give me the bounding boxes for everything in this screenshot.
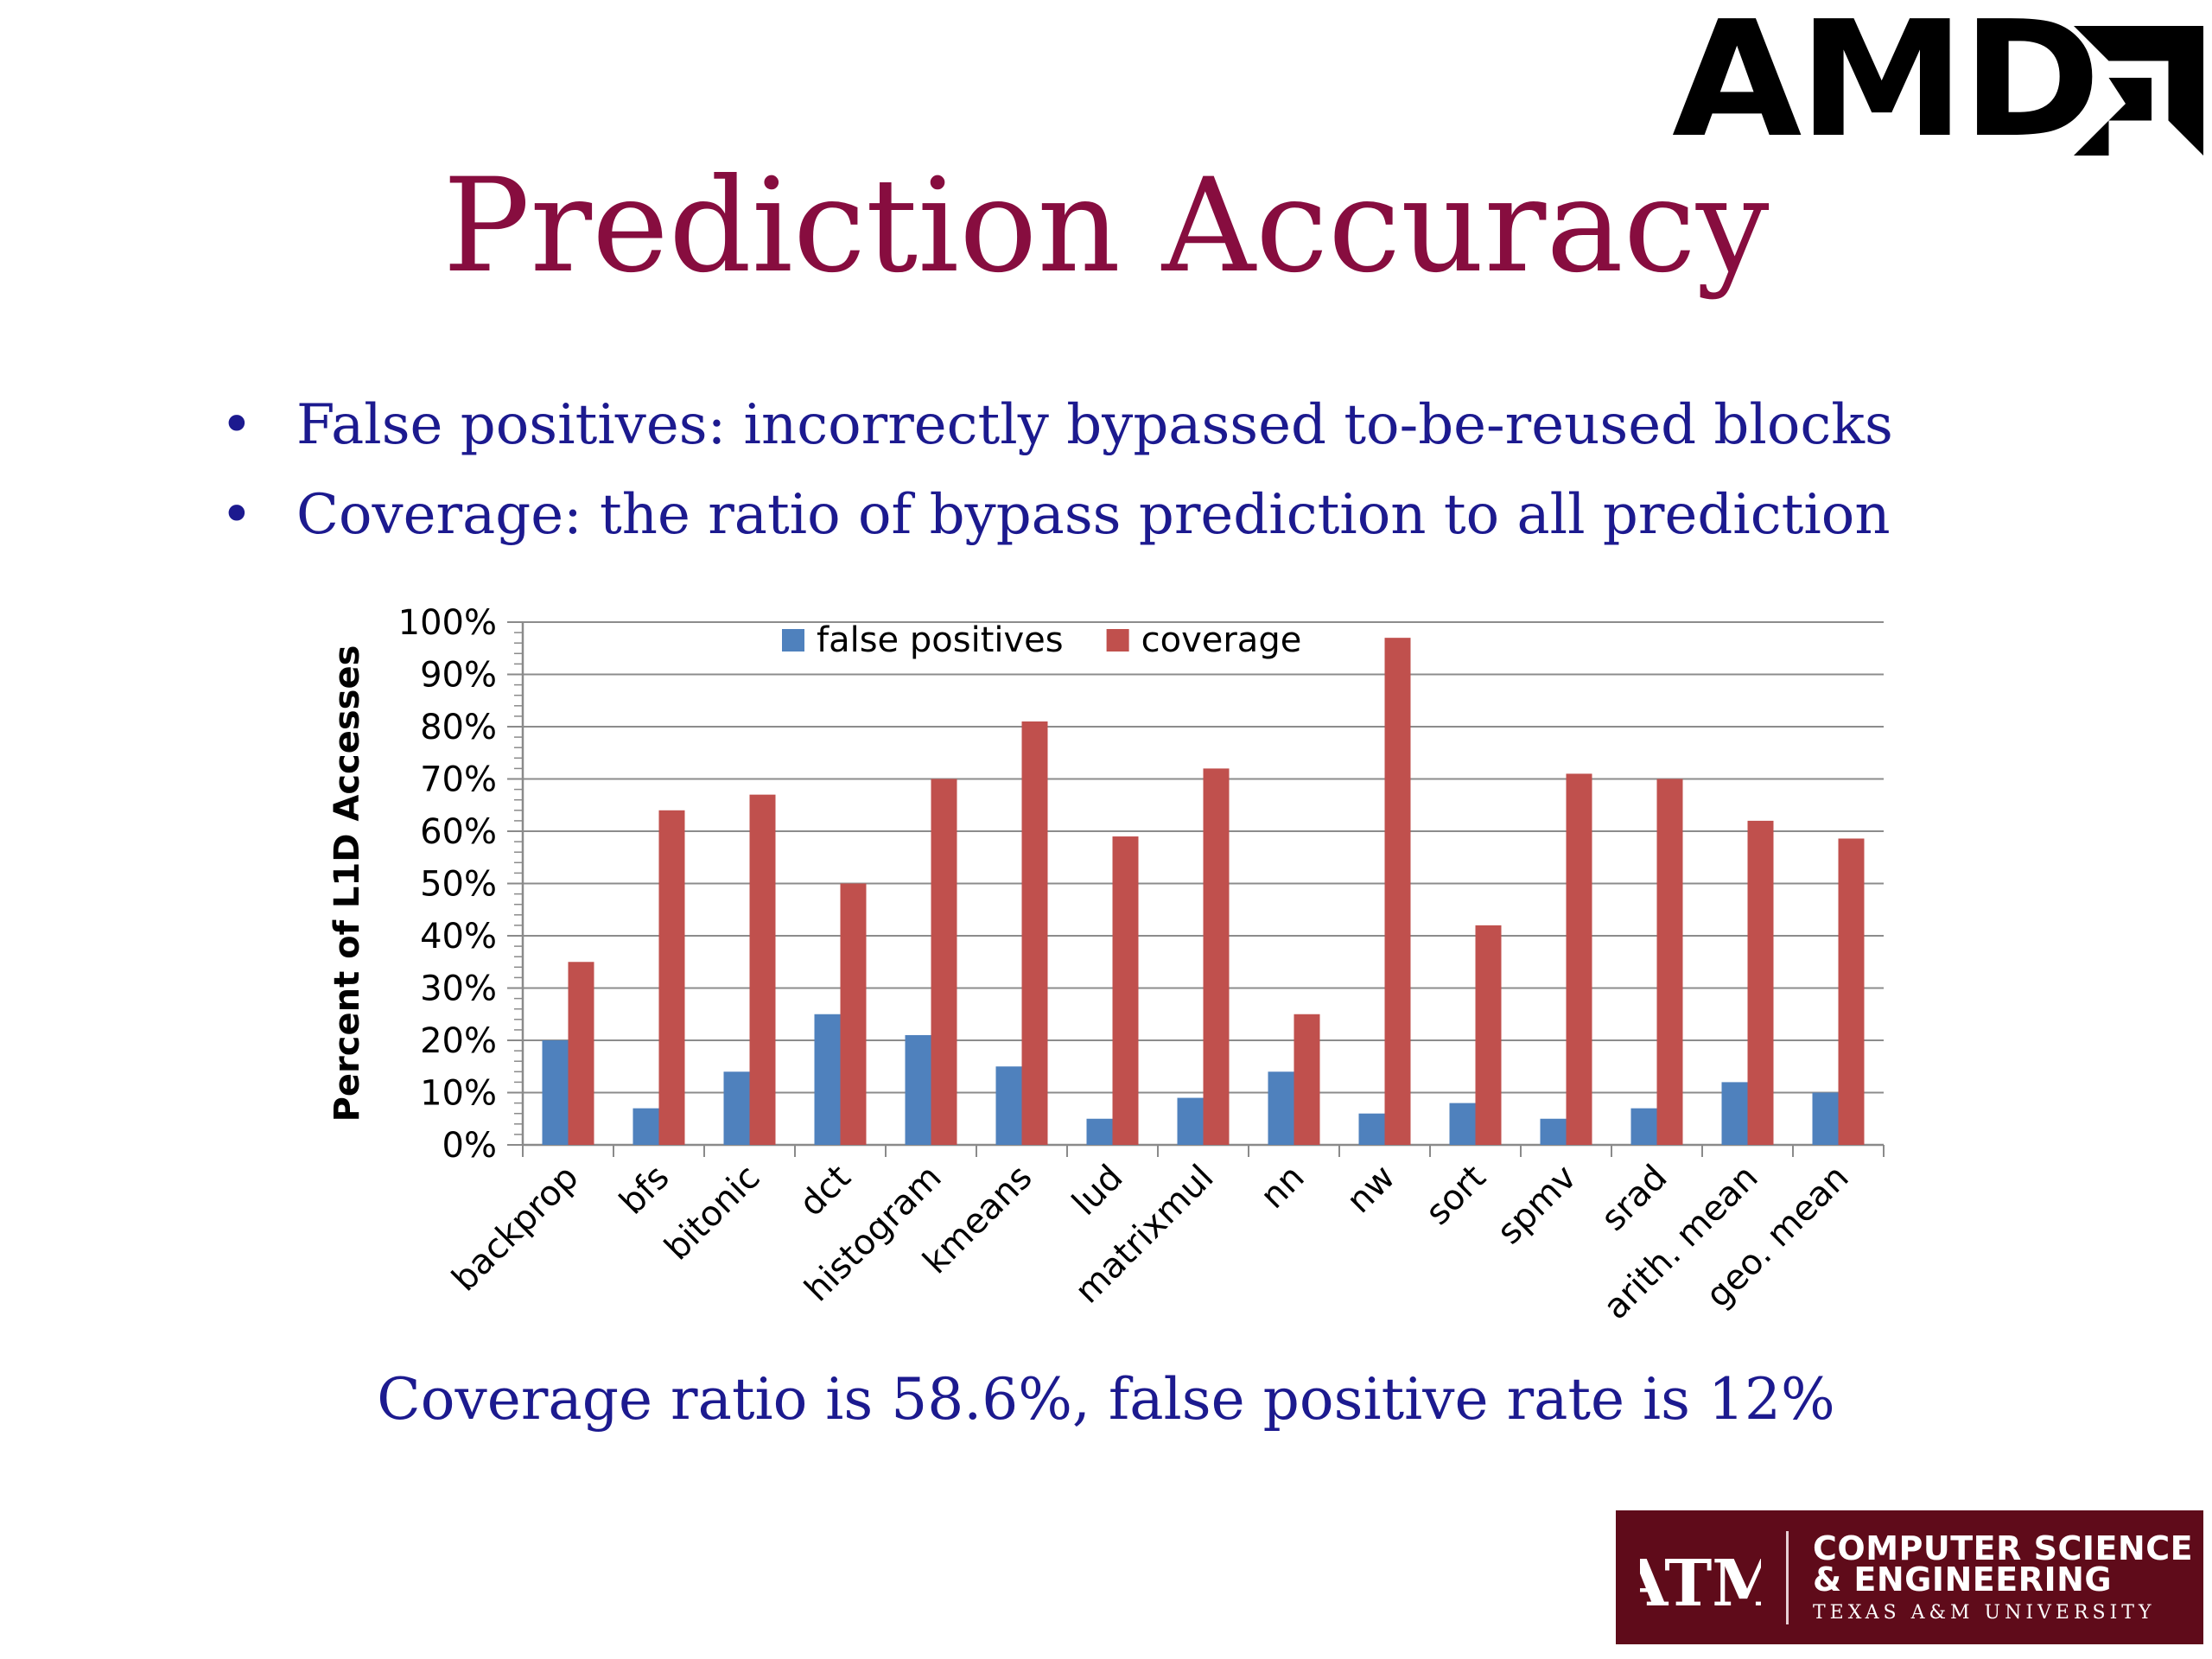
x-tick-label: spmv <box>1490 1158 1585 1253</box>
bar-coverage <box>658 810 685 1145</box>
y-tick-label: 50% <box>420 865 497 905</box>
bar-coverage <box>1566 773 1592 1145</box>
y-tick-label: 10% <box>420 1074 497 1114</box>
prediction-accuracy-chart: 0% 10% 20% 30% 40% 50% 60% 70% 80% 90% 100% Percent… <box>327 603 1885 1327</box>
amd-arrow-icon <box>2074 26 2203 156</box>
bar-false-positives <box>1812 1092 1839 1145</box>
bar-coverage <box>1021 721 1048 1145</box>
y-tick-label: 100% <box>398 603 497 643</box>
x-tick-label: nw <box>1339 1158 1403 1222</box>
tamu-divider <box>1786 1531 1789 1624</box>
bar-false-positives <box>1449 1103 1476 1145</box>
y-tick-label: 30% <box>420 969 497 1009</box>
x-tick-label: nn <box>1253 1158 1312 1217</box>
bar-coverage <box>749 794 776 1145</box>
y-tick-label: 20% <box>420 1021 497 1061</box>
bar-coverage <box>1203 768 1230 1145</box>
bar-false-positives <box>1177 1097 1204 1145</box>
y-axis-label: Percent of L1D Accesses <box>327 645 367 1122</box>
bullet-list: False positives: incorrectly bypassed to… <box>220 380 1893 560</box>
y-tick-label: 60% <box>420 812 497 852</box>
legend-swatch-false-positives <box>782 629 804 652</box>
tamu-line-2: & ENGINEERING <box>1813 1560 2113 1599</box>
y-tick-label: 0% <box>442 1126 497 1166</box>
x-tick-label: lud <box>1065 1158 1130 1224</box>
bar-coverage <box>1294 1014 1320 1145</box>
bar-false-positives <box>1630 1108 1657 1145</box>
bar-coverage <box>1384 638 1411 1145</box>
bar-false-positives <box>632 1108 659 1145</box>
y-tick-label: 90% <box>420 656 497 696</box>
x-tick-label: backprop <box>445 1158 587 1300</box>
y-tick-label: 70% <box>420 760 497 800</box>
bar-false-positives <box>1540 1118 1567 1145</box>
legend-label-false-positives: false positives <box>817 620 1064 660</box>
tamu-line-1: COMPUTER SCIENCE <box>1813 1529 2194 1567</box>
amd-logo-text: AMD <box>1672 0 2101 173</box>
bar-false-positives <box>1086 1118 1113 1145</box>
x-tick-label: sort <box>1418 1158 1493 1233</box>
y-tick-label: 80% <box>420 708 497 747</box>
bar-coverage <box>931 779 957 1145</box>
tamu-mark-text: ATM <box>1640 1547 1761 1621</box>
bar-false-positives <box>1358 1113 1385 1145</box>
x-tick-label: bitonic <box>657 1158 767 1268</box>
slide-title: Prediction Accuracy <box>442 151 1770 302</box>
bar-false-positives <box>542 1040 569 1145</box>
bar-coverage <box>568 962 594 1145</box>
summary-text: Coverage ratio is 58.6%, false positive … <box>377 1366 1835 1433</box>
bullet-false-positives: False positives: incorrectly bypassed to… <box>220 380 1893 470</box>
x-tick-label: dct <box>791 1158 858 1224</box>
legend-label-coverage: coverage <box>1141 620 1302 660</box>
bar-coverage <box>1475 925 1502 1145</box>
y-tick-label: 40% <box>420 917 497 957</box>
bar-false-positives <box>814 1014 841 1145</box>
tamu-cse-logo: ATM COMPUTER SCIENCE & ENGINEERING TEXAS… <box>1616 1510 2203 1644</box>
bar-false-positives <box>995 1066 1022 1145</box>
x-tick-label: srad <box>1593 1158 1675 1239</box>
bar-false-positives <box>723 1071 750 1145</box>
bar-false-positives <box>905 1034 931 1145</box>
tamu-atm-icon: ATM <box>1640 1547 1761 1621</box>
bar-coverage <box>1747 820 1774 1145</box>
bar-coverage <box>840 883 867 1145</box>
bar-false-positives <box>1721 1082 1748 1145</box>
bar-coverage <box>1838 838 1865 1145</box>
legend-swatch-coverage <box>1106 629 1129 652</box>
bullet-coverage: Coverage: the ratio of bypass prediction… <box>220 470 1893 560</box>
amd-logo: AMD <box>1672 0 2203 160</box>
tamu-line-3: TEXAS A&M UNIVERSITY <box>1813 1602 2156 1624</box>
bar-false-positives <box>1268 1071 1294 1145</box>
x-tick-label: bfs <box>612 1158 677 1223</box>
bar-coverage <box>1112 836 1139 1145</box>
bar-coverage <box>1656 779 1683 1145</box>
